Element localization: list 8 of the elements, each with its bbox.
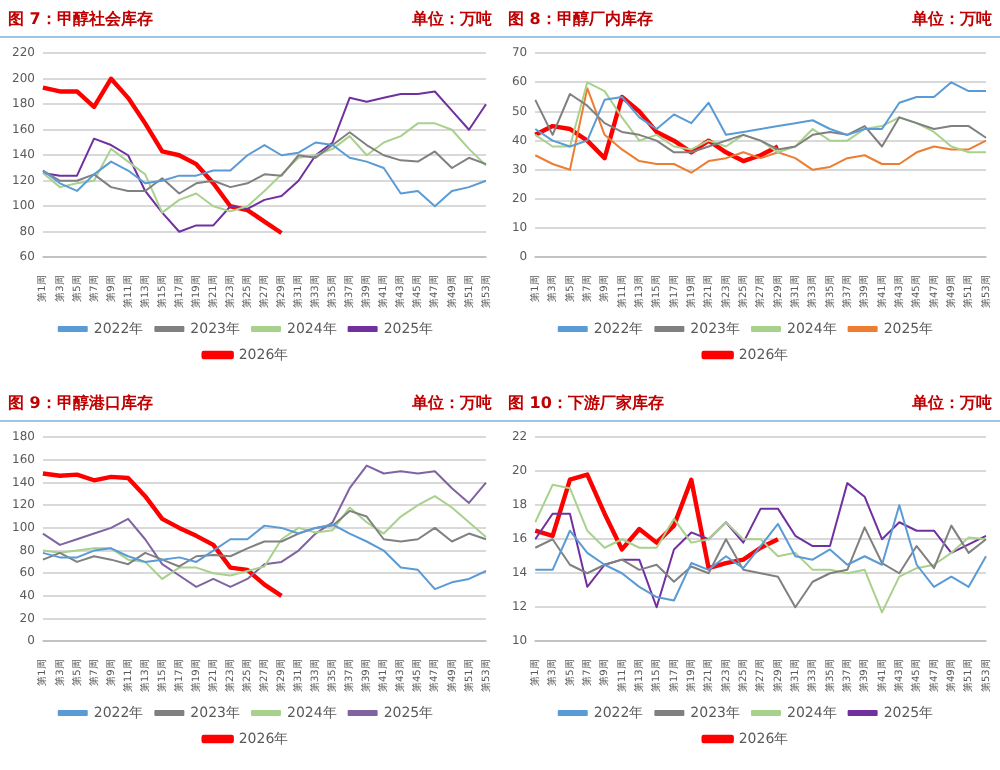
chart-subtitle: 单位：万吨 — [912, 391, 992, 413]
chart-title: 图 7：甲醇社会库存 — [8, 7, 153, 29]
chart-title: 图 8：甲醇厂内库存 — [508, 7, 653, 29]
chart-subtitle: 单位：万吨 — [412, 7, 492, 29]
chart-subtitle: 单位：万吨 — [412, 391, 492, 413]
chart-title: 图 10：下游厂家库存 — [508, 391, 664, 413]
chart-title: 图 9：甲醇港口库存 — [8, 391, 153, 413]
chart-subtitle: 单位：万吨 — [912, 7, 992, 29]
